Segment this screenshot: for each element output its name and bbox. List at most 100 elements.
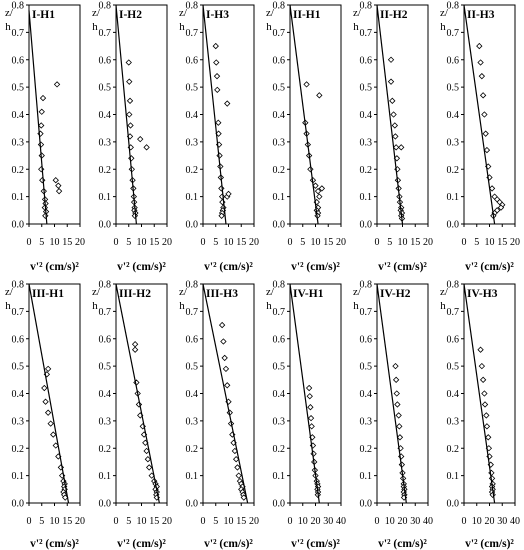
y-tick-label: 0.3 — [273, 137, 286, 148]
panel-title: I-H1 — [32, 9, 55, 21]
y-axis-label: h — [353, 300, 359, 312]
x-tick-label: 10 — [298, 516, 308, 527]
x-axis-label: v'² (cm/s)² — [30, 538, 79, 550]
y-tick-label: 0.3 — [360, 137, 373, 148]
data-point — [316, 92, 323, 99]
y-axis-label: h — [440, 300, 446, 312]
data-point — [224, 100, 231, 107]
x-tick-label: 0 — [375, 516, 380, 527]
data-point — [305, 384, 313, 392]
series-line — [115, 4, 137, 225]
x-tick-label: 15 — [62, 237, 72, 248]
series-line — [463, 283, 496, 504]
plot-frame — [115, 4, 168, 225]
y-tick-label: 0.7 — [447, 28, 460, 39]
data-point — [479, 92, 487, 99]
y-axis-label: z/ — [266, 7, 275, 19]
y-axis-label: z/ — [353, 7, 362, 19]
data-point — [483, 423, 491, 430]
y-tick-label: 0.0 — [99, 220, 112, 231]
series-line — [28, 10, 48, 225]
y-tick-label: 0.4 — [447, 110, 460, 121]
y-tick-label: 0.5 — [273, 83, 286, 94]
y-tick-label: 0.1 — [186, 471, 199, 482]
y-tick-label: 0.4 — [447, 389, 460, 400]
y-tick-label: 0.8 — [273, 1, 286, 12]
x-tick-label: 15 — [149, 237, 159, 248]
y-tick-label: 0.8 — [186, 280, 199, 291]
data-point — [479, 376, 487, 383]
data-point — [234, 464, 241, 471]
y-axis-label: h — [179, 300, 185, 312]
x-tick-label: 15 — [236, 516, 246, 527]
y-tick-label: 0.3 — [12, 137, 25, 148]
data-point — [394, 401, 401, 408]
chart-panel: 0.0 0.1 0.2 0.3 0.4 0.5 0.6 0.7 0.8 0 5 10 15 20 z/h v'… — [92, 1, 172, 274]
data-point — [235, 472, 242, 479]
data-point — [38, 122, 45, 129]
y-tick-label: 0.6 — [186, 55, 199, 66]
y-tick-label: 0.2 — [186, 165, 199, 176]
data-point — [477, 59, 484, 66]
x-tick-label: 20 — [162, 516, 172, 527]
y-tick-label: 0.0 — [186, 220, 199, 231]
panel-title: I-H2 — [119, 9, 142, 21]
y-tick-label: 0.3 — [12, 416, 25, 427]
x-tick-label: 10 — [224, 237, 234, 248]
y-axis-label: z/ — [266, 286, 275, 298]
y-tick-label: 0.2 — [12, 165, 25, 176]
x-tick-label: 10 — [137, 237, 147, 248]
y-tick-label: 0.8 — [99, 280, 112, 291]
x-tick-label: 15 — [410, 237, 420, 248]
y-tick-label: 0.3 — [447, 416, 460, 427]
x-axis-label: v'² (cm/s)² — [378, 538, 427, 550]
data-point — [307, 166, 314, 173]
y-tick-label: 0.7 — [12, 307, 25, 318]
data-point — [387, 78, 395, 85]
y-tick-label: 0.5 — [186, 362, 199, 373]
y-tick-label: 0.6 — [99, 334, 112, 345]
y-tick-label: 0.6 — [360, 55, 373, 66]
x-tick-label: 0 — [375, 237, 380, 248]
data-point — [218, 212, 225, 219]
data-point — [41, 384, 48, 392]
x-axis-label: v'² (cm/s)² — [117, 538, 166, 550]
data-point — [50, 431, 57, 438]
data-point — [398, 144, 405, 151]
x-tick-label: 5 — [126, 516, 131, 527]
x-tick-label: 10 — [398, 237, 408, 248]
data-point — [307, 414, 315, 422]
x-tick-label: 20 — [398, 516, 408, 527]
data-point — [485, 434, 492, 441]
y-axis-label: h — [440, 21, 446, 33]
x-tick-label: 0 — [114, 237, 119, 248]
y-tick-label: 0.6 — [12, 334, 25, 345]
y-tick-label: 0.6 — [99, 55, 112, 66]
data-point — [44, 365, 52, 373]
plot-frame — [28, 4, 81, 225]
data-point — [127, 122, 134, 129]
y-tick-label: 0.6 — [447, 334, 460, 345]
x-axis-label: v'² (cm/s)² — [291, 538, 340, 550]
y-tick-label: 0.7 — [273, 28, 286, 39]
x-tick-label: 10 — [50, 237, 60, 248]
y-tick-label: 0.4 — [99, 110, 112, 121]
x-axis-label: v'² (cm/s)² — [204, 261, 253, 273]
y-tick-label: 0.2 — [99, 165, 112, 176]
y-tick-label: 0.5 — [273, 362, 286, 373]
x-tick-label: 20 — [249, 237, 259, 248]
series-line — [202, 4, 227, 225]
x-tick-label: 10 — [311, 237, 321, 248]
x-tick-label: 10 — [50, 516, 60, 527]
x-tick-label: 20 — [336, 237, 346, 248]
chart-panel: 0.0 0.1 0.2 0.3 0.4 0.5 0.6 0.7 0.8 0 5 10 15 20 z/h v'… — [179, 1, 259, 274]
y-axis-label: h — [266, 300, 272, 312]
y-tick-label: 0.1 — [447, 192, 460, 203]
plot-frame — [289, 283, 342, 504]
y-tick-label: 0.8 — [447, 1, 460, 12]
data-point — [391, 122, 399, 129]
y-tick-label: 0.4 — [273, 389, 286, 400]
data-point — [224, 382, 231, 389]
y-tick-label: 0.6 — [12, 55, 25, 66]
data-point — [481, 111, 488, 118]
